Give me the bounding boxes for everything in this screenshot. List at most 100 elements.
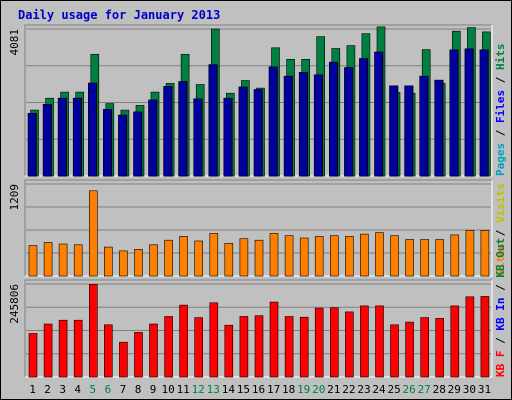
bar-pages-day-15: [238, 86, 248, 177]
bar-kb-f-day-20: [314, 307, 324, 378]
bar-visits-day-17: [269, 233, 279, 277]
bar-visits-day-3: [58, 243, 68, 277]
xtick-label-day-8: 8: [135, 383, 142, 396]
bar-pages-day-13: [208, 64, 218, 177]
bar-kb-f-day-12: [194, 317, 203, 378]
legend-bottom: KB F / KB In / KB Out: [494, 238, 507, 377]
bar-kb-f-day-2: [43, 323, 53, 378]
bar-visits-day-12: [194, 240, 203, 277]
xtick-label-day-9: 9: [150, 383, 157, 396]
xtick-label-day-6: 6: [105, 383, 112, 396]
xtick-label-day-12: 12: [192, 383, 205, 396]
bar-visits-day-26: [405, 239, 414, 277]
legend-separator: /: [494, 331, 507, 351]
xtick-label-day-31: 31: [478, 383, 491, 396]
xtick-label-day-21: 21: [327, 383, 340, 396]
bar-pages-day-5: [88, 82, 97, 177]
xtick-label-day-15: 15: [237, 383, 250, 396]
bar-pages-day-23: [359, 58, 368, 177]
bar-visits-day-24: [375, 232, 384, 277]
legend-item: KB In: [494, 298, 507, 331]
xtick-label-day-11: 11: [177, 383, 190, 396]
bar-pages-day-17: [268, 66, 278, 177]
bar-kb-f-day-13: [209, 302, 219, 378]
bar-kb-f-day-31: [480, 296, 490, 378]
bar-visits-day-28: [435, 239, 445, 277]
bar-visits-day-21: [329, 235, 339, 277]
legend-middle: Sites / Visits: [494, 183, 507, 276]
bar-visits-day-11: [179, 236, 188, 277]
bar-visits-day-1: [28, 245, 38, 277]
xtick-label-day-28: 28: [433, 383, 446, 396]
bar-visits-day-20: [314, 236, 324, 277]
legend-item: Pages: [494, 143, 507, 176]
bar-kb-f-day-28: [435, 318, 445, 378]
bar-kb-f-day-11: [179, 304, 188, 378]
bar-visits-day-10: [164, 239, 173, 277]
bar-pages-day-9: [148, 99, 157, 177]
bar-pages-day-27: [419, 75, 429, 177]
bar-pages-day-4: [72, 97, 82, 177]
xtick-label-day-25: 25: [387, 383, 400, 396]
xtick-label-day-29: 29: [448, 383, 461, 396]
bar-kb-f-day-10: [164, 316, 173, 378]
xtick-label-day-1: 1: [29, 383, 36, 396]
bar-kb-f-day-4: [73, 319, 83, 378]
panel-border-dark: [24, 24, 492, 176]
bar-kb-f-day-15: [239, 316, 249, 378]
bar-kb-f-day-1: [28, 333, 38, 378]
bar-kb-f-day-26: [405, 321, 414, 378]
bar-pages-day-8: [133, 111, 142, 177]
bar-pages-day-11: [178, 81, 187, 177]
bar-pages-day-7: [118, 114, 127, 177]
xtick-label-day-22: 22: [342, 383, 355, 396]
legend-separator: /: [494, 123, 507, 143]
legend-item: KB Out: [494, 238, 507, 278]
bar-pages-day-10: [163, 86, 172, 177]
bar-pages-day-26: [404, 85, 413, 177]
panel-border-dark: [24, 179, 492, 276]
bar-kb-f-day-5: [89, 283, 98, 378]
bar-kb-f-day-27: [420, 317, 430, 378]
bar-visits-day-15: [239, 238, 249, 277]
legend-top: Pages / Files / Hits: [494, 44, 507, 177]
xtick-label-day-17: 17: [267, 383, 280, 396]
bar-visits-day-29: [450, 234, 460, 277]
bar-kb-f-day-23: [360, 305, 369, 378]
bar-visits-day-30: [465, 230, 475, 277]
legend-separator: /: [494, 278, 507, 298]
bar-kb-f-day-30: [465, 296, 475, 378]
bar-visits-day-5: [89, 190, 98, 277]
bar-pages-day-18: [283, 75, 293, 177]
bar-pages-day-24: [374, 51, 383, 177]
ytick-label-bottom: 245806: [8, 284, 21, 324]
bar-visits-day-22: [345, 236, 354, 277]
xtick-label-day-5: 5: [89, 383, 96, 396]
bar-visits-day-7: [119, 250, 128, 277]
bar-visits-day-19: [299, 237, 309, 277]
bar-pages-day-28: [434, 79, 444, 177]
bar-pages-day-29: [449, 49, 459, 177]
bar-kb-f-day-18: [284, 316, 294, 378]
xtick-label-day-18: 18: [282, 383, 295, 396]
xtick-label-day-13: 13: [207, 383, 220, 396]
bar-visits-day-18: [284, 235, 294, 277]
bar-visits-day-8: [134, 249, 143, 277]
bar-visits-day-14: [224, 243, 234, 277]
xtick-label-day-19: 19: [297, 383, 310, 396]
legend-separator: /: [494, 223, 507, 243]
legend-item: Visits: [494, 183, 507, 223]
xtick-label-day-27: 27: [418, 383, 431, 396]
chart-title: Daily usage for January 2013: [18, 8, 220, 22]
bar-pages-day-21: [328, 61, 338, 177]
bar-kb-f-day-6: [104, 324, 113, 378]
bar-visits-day-16: [254, 239, 264, 277]
xtick-label-day-3: 3: [59, 383, 66, 396]
bar-pages-day-12: [193, 98, 202, 177]
xtick-label-day-4: 4: [74, 383, 81, 396]
bar-visits-day-27: [420, 239, 430, 277]
bar-pages-day-6: [103, 109, 112, 177]
legend-item: Hits: [494, 44, 507, 71]
xtick-label-day-2: 2: [44, 383, 51, 396]
